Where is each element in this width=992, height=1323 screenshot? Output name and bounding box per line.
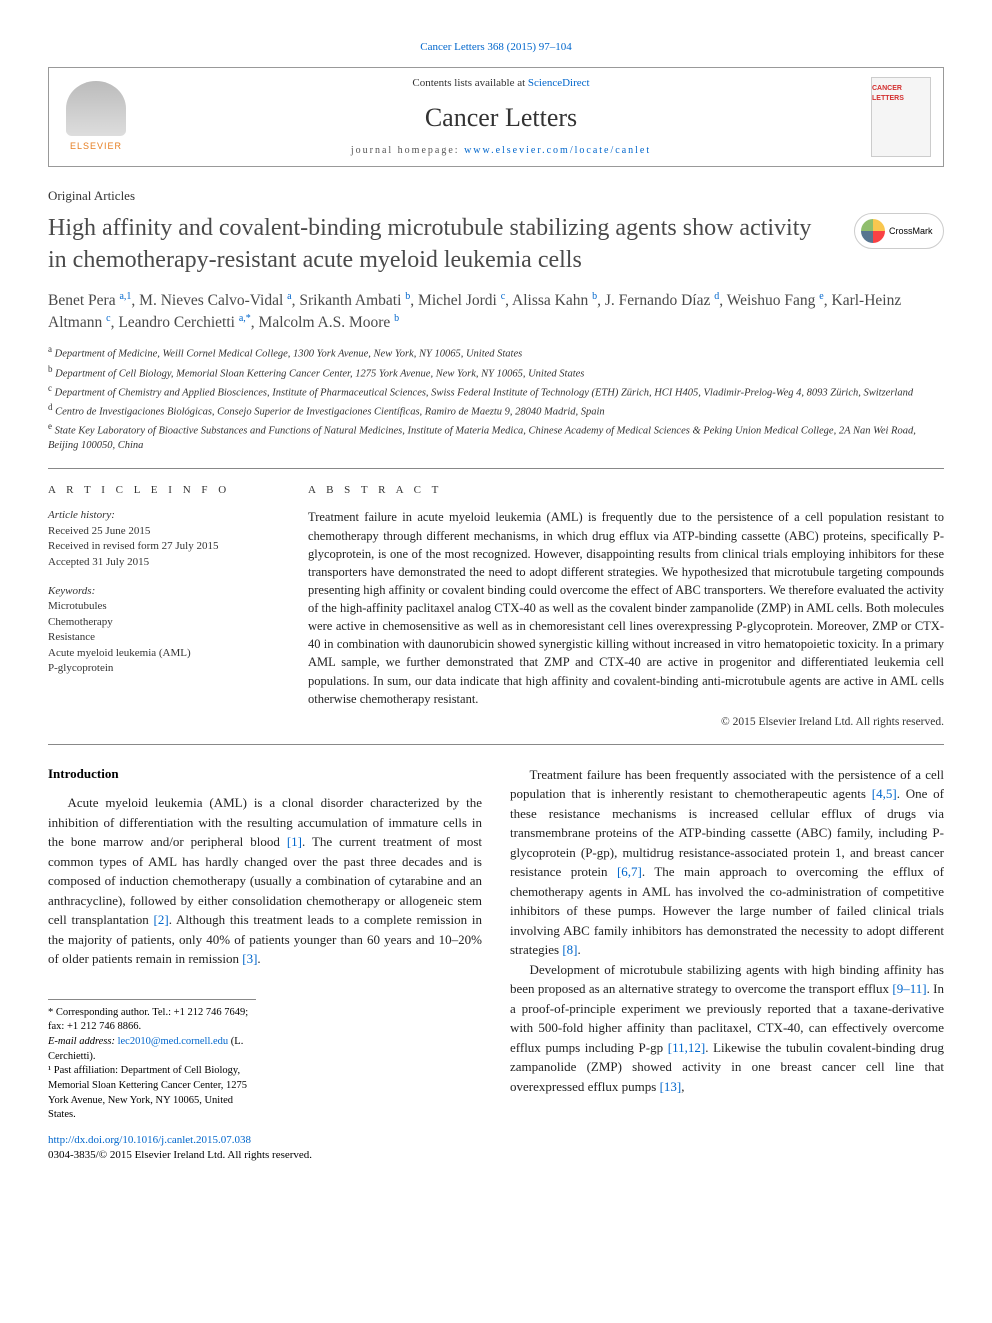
affiliation-line: e State Key Laboratory of Bioactive Subs…	[48, 420, 944, 454]
keywords-heading: Keywords:	[48, 584, 278, 599]
corresponding-author: * Corresponding author. Tel.: +1 212 746…	[48, 1006, 256, 1035]
keyword-line: Acute myeloid leukemia (AML)	[48, 646, 278, 661]
abstract-text: Treatment failure in acute myeloid leuke…	[308, 508, 944, 707]
history-line: Received in revised form 27 July 2015	[48, 539, 278, 554]
elsevier-tree-icon	[66, 81, 126, 136]
abstract-heading: A B S T R A C T	[308, 483, 944, 498]
crossmark-label: CrossMark	[889, 225, 933, 238]
journal-reference: Cancer Letters 368 (2015) 97–104	[48, 40, 944, 55]
keyword-line: Resistance	[48, 630, 278, 645]
issn-copyright: 0304-3835/© 2015 Elsevier Ireland Ltd. A…	[48, 1149, 312, 1161]
email-label: E-mail address:	[48, 1036, 118, 1047]
elsevier-logo[interactable]: ELSEVIER	[61, 77, 131, 157]
history-lines: Received 25 June 2015Received in revised…	[48, 524, 278, 570]
article-info-heading: A R T I C L E I N F O	[48, 483, 278, 498]
body-paragraph: Acute myeloid leukemia (AML) is a clonal…	[48, 793, 482, 969]
keyword-line: P-glycoprotein	[48, 661, 278, 676]
separator	[48, 744, 944, 745]
journal-header: ELSEVIER Contents lists available at Sci…	[48, 67, 944, 167]
contents-line: Contents lists available at ScienceDirec…	[131, 76, 871, 91]
abstract: A B S T R A C T Treatment failure in acu…	[308, 483, 944, 730]
introduction-heading: Introduction	[48, 765, 482, 783]
email-link[interactable]: lec2010@med.cornell.edu	[118, 1036, 229, 1047]
email-line: E-mail address: lec2010@med.cornell.edu …	[48, 1035, 256, 1064]
affiliation-line: a Department of Medicine, Weill Cornel M…	[48, 343, 944, 362]
homepage-line: journal homepage: www.elsevier.com/locat…	[131, 144, 871, 158]
body-column-left: Introduction Acute myeloid leukemia (AML…	[48, 765, 482, 1164]
history-line: Accepted 31 July 2015	[48, 555, 278, 570]
affiliation-line: b Department of Cell Biology, Memorial S…	[48, 363, 944, 382]
affiliation-line: c Department of Chemistry and Applied Bi…	[48, 382, 944, 401]
crossmark-badge[interactable]: CrossMark	[854, 213, 944, 249]
homepage-prefix: journal homepage:	[351, 145, 464, 156]
separator	[48, 468, 944, 469]
homepage-link[interactable]: www.elsevier.com/locate/canlet	[464, 145, 651, 156]
doi-link[interactable]: http://dx.doi.org/10.1016/j.canlet.2015.…	[48, 1134, 251, 1146]
journal-title: Cancer Letters	[131, 100, 871, 136]
article-type: Original Articles	[48, 187, 944, 205]
contents-prefix: Contents lists available at	[412, 77, 527, 89]
affiliations: a Department of Medicine, Weill Cornel M…	[48, 343, 944, 454]
sciencedirect-link[interactable]: ScienceDirect	[528, 77, 590, 89]
affiliation-line: d Centro de Investigaciones Biológicas, …	[48, 401, 944, 420]
elsevier-label: ELSEVIER	[70, 140, 122, 153]
footnotes: * Corresponding author. Tel.: +1 212 746…	[48, 999, 256, 1124]
past-affiliation: ¹ Past affiliation: Department of Cell B…	[48, 1064, 256, 1123]
abstract-copyright: © 2015 Elsevier Ireland Ltd. All rights …	[308, 714, 944, 730]
article-title: High affinity and covalent-binding micro…	[48, 213, 834, 275]
doi-block: http://dx.doi.org/10.1016/j.canlet.2015.…	[48, 1133, 482, 1164]
keyword-line: Microtubules	[48, 599, 278, 614]
keyword-line: Chemotherapy	[48, 615, 278, 630]
cover-thumb-label: CANCER LETTERS	[872, 84, 930, 104]
history-line: Received 25 June 2015	[48, 524, 278, 539]
body-paragraph: Development of microtubule stabilizing a…	[510, 960, 944, 1097]
crossmark-icon	[861, 219, 885, 243]
authors: Benet Pera a,1, M. Nieves Calvo-Vidal a,…	[48, 290, 944, 334]
history-heading: Article history:	[48, 508, 278, 523]
journal-cover-thumbnail[interactable]: CANCER LETTERS	[871, 77, 931, 157]
article-info: A R T I C L E I N F O Article history: R…	[48, 483, 278, 730]
keywords-lines: MicrotubulesChemotherapyResistanceAcute …	[48, 599, 278, 676]
body-paragraph: Treatment failure has been frequently as…	[510, 765, 944, 960]
body-column-right: Treatment failure has been frequently as…	[510, 765, 944, 1164]
